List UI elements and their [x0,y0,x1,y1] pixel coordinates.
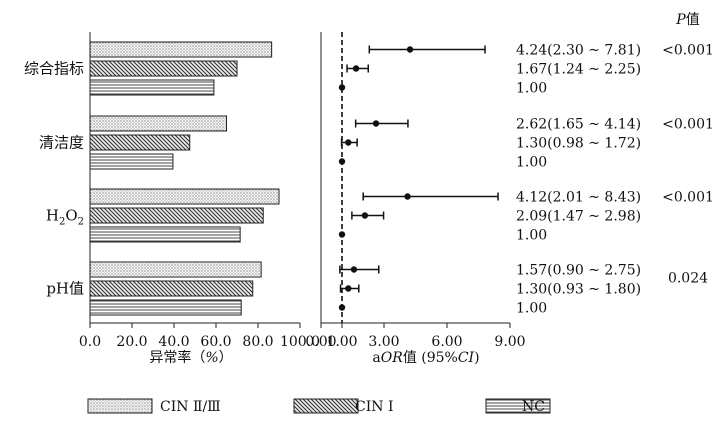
bar-4-3 [89,299,242,316]
or-point [338,304,346,311]
estimate-label: 1.57(0.90 ~ 2.75) [516,263,641,279]
bar-x-tick-label: 100.0 [280,334,320,350]
forest-x-axis-label: aOR值 (95%CI) [372,350,479,366]
bar-3-1 [89,188,280,205]
or-point [372,120,380,127]
forest-x-tick-label: 6.00 [431,334,462,350]
bar-x-tick-label: 40.0 [158,334,189,350]
category-label: 综合指标 [24,60,84,78]
bar-x-tick-label: 60.0 [200,334,231,350]
estimate-label: 1.00 [516,301,547,317]
p-value: <0.001 [662,43,714,59]
legend: CIN Ⅱ/Ⅲ CIN Ⅰ NC [87,398,551,415]
legend-swatch [485,398,551,414]
legend-label: NC [522,399,545,415]
legend-swatch [87,398,153,414]
or-point [352,65,360,72]
forest-x-tick-label: 0.00 [305,334,336,350]
bar-3-2 [89,207,264,224]
category-label: 清洁度 [39,134,84,152]
bar-x-axis-label: 异常率（%） [149,349,232,366]
or-point [350,266,358,273]
estimate-labels: 4.24(2.30 ~ 7.81) 1.67(1.24 ~ 2.25) 1.00 2.… [516,43,641,317]
bar-1-2 [89,60,238,77]
estimate-label: 1.30(0.93 ~ 1.80) [516,282,641,298]
legend-label: CIN Ⅱ/Ⅲ [160,399,221,415]
estimate-label: 2.62(1.65 ~ 4.14) [516,117,641,133]
bar-x-tick-label: 80.0 [242,334,273,350]
forest-x-tick-label: 9.00 [494,334,525,350]
or-point [404,193,411,200]
bar-1-1 [89,41,273,58]
forest-x-tick-label: 3.00 [368,334,399,350]
or-point [361,212,369,219]
bar-2-1 [89,115,227,132]
forest-x-tick-label: 1.00 [326,334,357,350]
estimate-label: 2.09(1.47 ~ 2.98) [516,209,641,225]
p-values: <0.001 <0.001 <0.001 0.024 [662,43,714,287]
or-point [338,84,346,91]
bar-x-ticks: 0.0 20.0 40.0 60.0 80.0 100.0 [79,323,320,350]
legend-label: CIN Ⅰ [355,399,393,415]
estimate-label: 1.00 [516,228,547,244]
bar-panel [89,41,280,316]
estimate-label: 4.24(2.30 ~ 7.81) [516,43,641,59]
bar-4-2 [89,280,254,297]
p-value: 0.024 [668,271,708,287]
p-value: <0.001 [662,117,714,133]
bar-x-tick-label: 20.0 [116,334,147,350]
p-value-header: P值 [675,12,699,28]
estimate-label: 1.00 [516,81,547,97]
bar-2-3 [89,153,174,170]
bar-4-1 [89,261,262,278]
bar-x-tick-label: 0.0 [79,334,101,350]
estimate-label: 4.12(2.01 ~ 8.43) [516,190,641,206]
forest-x-ticks: 0.001.00 3.00 6.00 9.00 [305,323,526,350]
legend-swatch [293,398,359,414]
estimate-label: 1.00 [516,155,547,171]
or-point [345,285,352,292]
forest-panel [338,32,499,323]
p-value: <0.001 [662,190,714,206]
bar-2-2 [89,134,191,151]
category-label: H2O2 [46,207,84,228]
or-point [338,158,346,165]
or-point [345,139,352,146]
or-point [406,46,414,53]
estimate-label: 1.30(0.98 ~ 1.72) [516,136,641,152]
estimate-label: 1.67(1.24 ~ 2.25) [516,62,641,78]
category-label: pH值 [46,280,84,298]
or-point [338,231,346,238]
bar-1-3 [89,79,215,96]
bar-3-3 [89,226,241,243]
